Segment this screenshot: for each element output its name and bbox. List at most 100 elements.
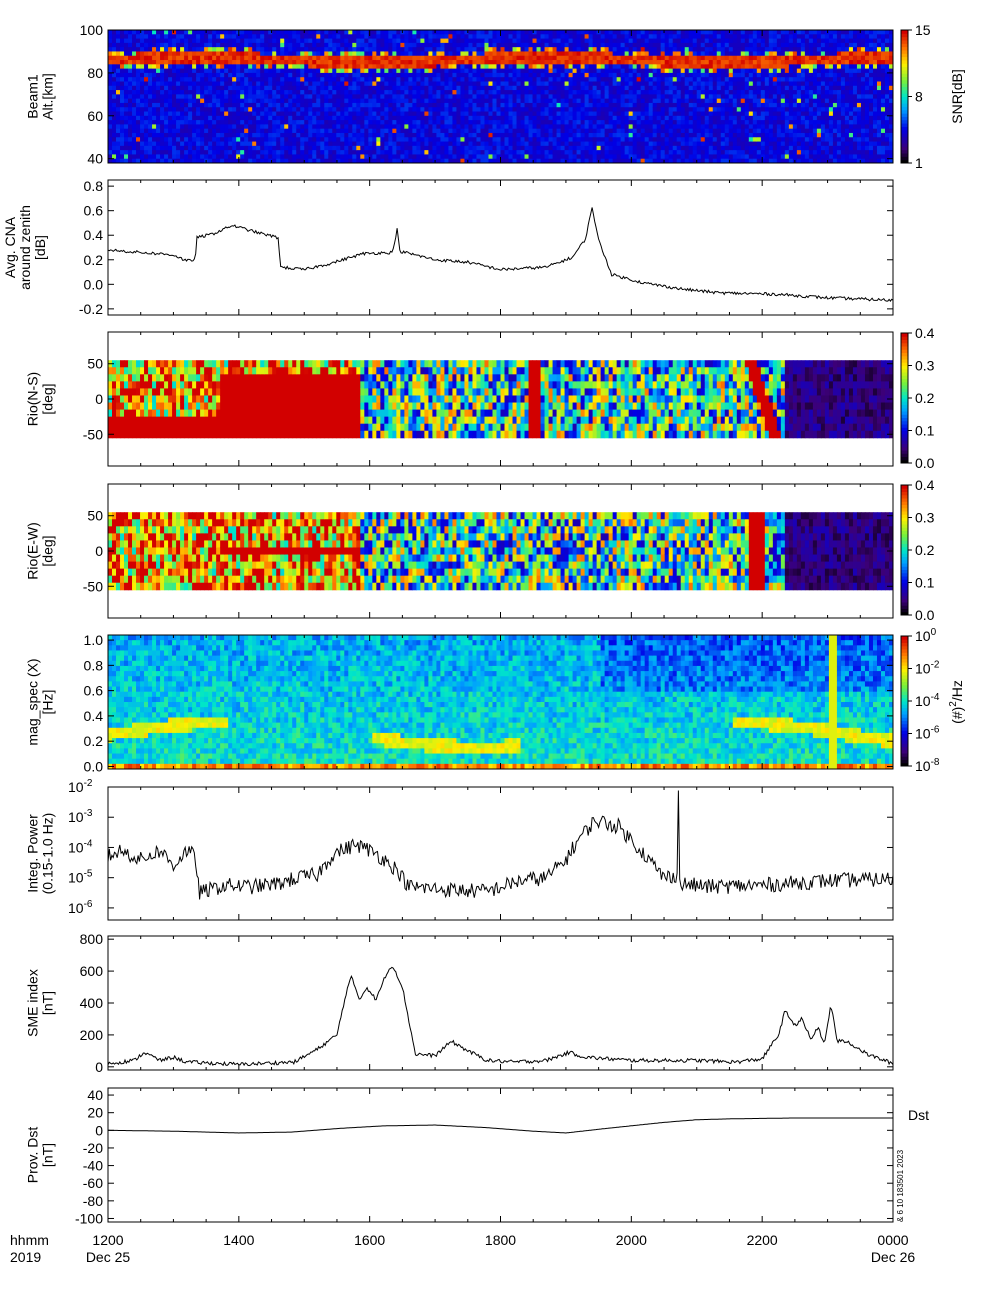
heat-cell	[392, 34, 397, 40]
heat-cell	[388, 38, 393, 44]
heat-cell	[752, 47, 758, 52]
heat-cell	[352, 111, 357, 117]
heat-cell	[112, 90, 117, 95]
heat-cell	[276, 132, 281, 138]
heat-cell	[276, 42, 281, 48]
heat-cell	[288, 158, 293, 164]
heat-cell	[668, 68, 674, 74]
heat-cell	[692, 68, 698, 74]
heat-cell	[112, 38, 117, 44]
heat-cell	[596, 102, 602, 108]
heat-cell	[700, 42, 706, 48]
heat-cell	[484, 124, 489, 130]
heat-cell	[644, 107, 650, 113]
heat-cell	[480, 64, 485, 70]
heat-cell	[264, 77, 269, 82]
heat-cell	[404, 64, 409, 70]
heat-cell	[676, 128, 682, 134]
heat-cell	[196, 90, 201, 95]
heat-cell	[492, 137, 497, 143]
heat-cell	[672, 102, 678, 108]
heat-cell	[452, 137, 457, 143]
heat-cell	[532, 120, 538, 125]
heat-cell	[736, 120, 742, 125]
heat-cell	[160, 98, 165, 104]
heat-cell	[648, 55, 654, 61]
heat-cell	[648, 120, 654, 125]
heat-cell	[696, 98, 702, 104]
heat-cell	[624, 64, 630, 70]
heat-cell	[436, 34, 441, 40]
heat-cell	[528, 115, 534, 121]
heat-cell	[152, 98, 157, 104]
heat-cell	[724, 94, 730, 100]
heat-cell	[740, 85, 746, 91]
heat-cell	[564, 77, 570, 82]
heat-cell	[480, 107, 485, 113]
heat-cell	[656, 72, 662, 78]
heat-cell	[364, 64, 369, 70]
heat-cell	[232, 115, 237, 121]
heat-cell	[136, 42, 141, 48]
heat-cell	[376, 141, 381, 147]
heat-cell	[264, 137, 269, 143]
heat-cell	[652, 158, 658, 164]
heat-cell	[588, 85, 594, 91]
heat-cell	[368, 60, 373, 65]
heat-cell	[288, 111, 293, 117]
heat-cell	[620, 42, 626, 48]
heat-cell	[464, 42, 469, 48]
heat-cell	[652, 120, 658, 125]
heat-cell	[656, 34, 662, 40]
heat-cell	[484, 158, 489, 164]
heat-cell	[664, 102, 670, 108]
heat-cell	[536, 102, 542, 108]
heat-cell	[716, 107, 722, 113]
heat-cell	[180, 98, 185, 104]
heat-cell	[540, 68, 546, 74]
heat-cell	[408, 64, 413, 70]
heat-cell	[172, 34, 177, 40]
heat-cell	[584, 141, 590, 147]
heat-cell	[208, 55, 213, 61]
heat-cell	[548, 64, 554, 70]
heat-cell	[568, 154, 574, 160]
heat-cell	[220, 38, 225, 44]
heat-cell	[504, 64, 510, 70]
heat-cell	[312, 30, 317, 35]
heat-cell	[472, 72, 477, 78]
heat-cell	[172, 85, 177, 91]
heat-cell	[220, 141, 225, 147]
heat-cell	[536, 141, 542, 147]
heat-cell	[564, 128, 570, 134]
heat-cell	[496, 150, 501, 155]
heat-cell	[484, 51, 489, 57]
heat-cell	[544, 55, 550, 61]
heat-cell	[300, 115, 305, 121]
heat-cell	[468, 85, 473, 91]
heat-cell	[308, 115, 313, 121]
heat-cell	[608, 154, 614, 160]
heat-cell	[116, 38, 121, 44]
heat-cell	[556, 72, 562, 78]
heat-cell	[580, 90, 586, 95]
heat-cell	[232, 98, 237, 104]
heat-cell	[692, 102, 698, 108]
heat-cell	[236, 102, 241, 108]
heat-cell	[680, 81, 686, 87]
heat-cell	[352, 158, 357, 164]
heat-cell	[588, 55, 594, 61]
heat-cell	[384, 120, 389, 125]
heat-cell	[220, 72, 225, 78]
heat-cell	[408, 34, 413, 40]
heat-cell	[636, 120, 642, 125]
heat-cell	[744, 72, 750, 78]
heat-cell	[708, 34, 714, 40]
heat-cell	[452, 158, 457, 164]
heat-cell	[288, 42, 293, 48]
heat-cell	[520, 150, 526, 155]
heat-cell	[112, 30, 117, 35]
heat-cell	[396, 42, 401, 48]
heat-cell	[560, 102, 566, 108]
heat-cell	[500, 51, 506, 57]
